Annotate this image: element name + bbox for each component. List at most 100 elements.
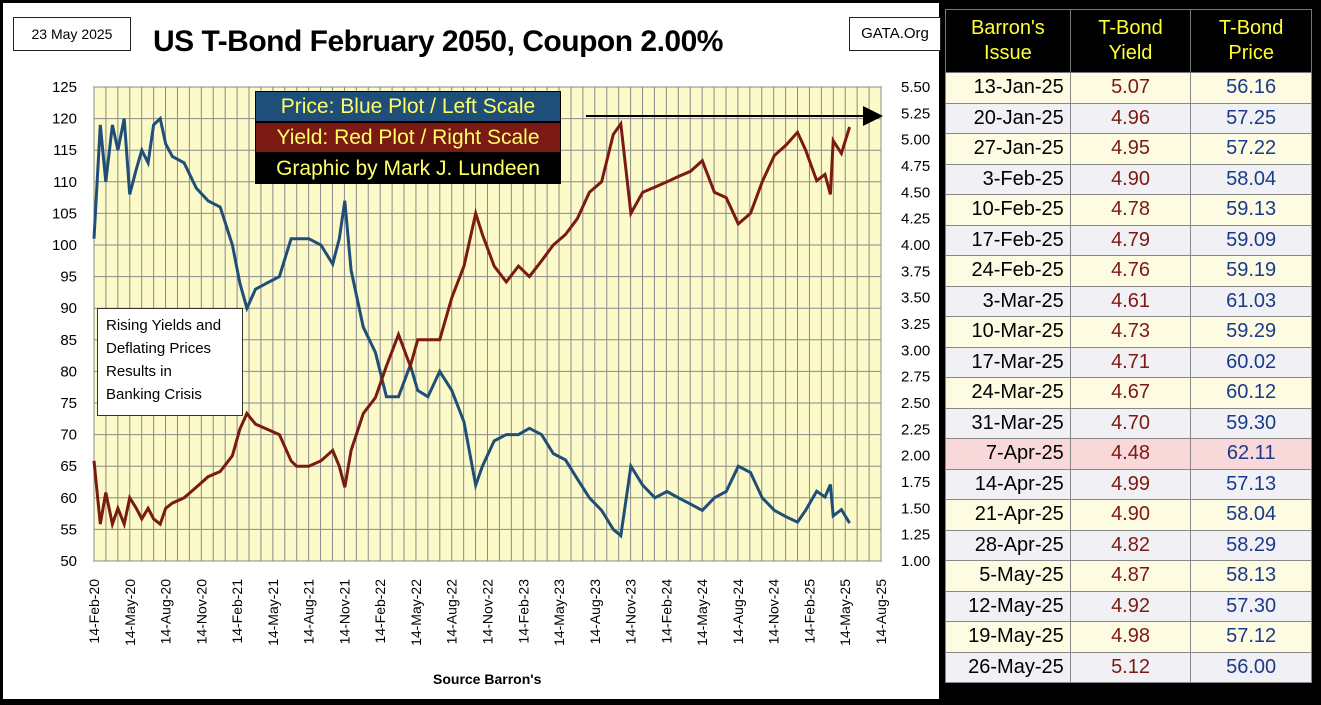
x-tick-label: 14-Nov-21 [336,579,352,645]
cell-price: 59.30 [1190,407,1312,439]
data-table: Barron's Issue T-Bond Yield T-Bond Price 13… [945,9,1312,683]
right-tick-label: 5.50 [901,79,930,96]
cell-yield: 4.90 [1069,499,1192,531]
right-tick-label: 2.75 [901,369,930,386]
cell-yield: 4.67 [1069,377,1192,409]
cell-issue-date: 3-Mar-25 [945,285,1071,317]
cell-price: 58.29 [1190,529,1312,561]
x-tick-label: 14-Nov-22 [480,579,496,645]
cell-price: 60.12 [1190,377,1312,409]
right-tick-label: 1.25 [901,527,930,544]
right-tick-label: 3.75 [901,263,930,280]
left-tick-label: 110 [53,174,77,191]
cell-yield: 4.76 [1069,255,1192,287]
cell-issue-date: 5-May-25 [945,560,1071,592]
right-tick-label: 5.00 [901,132,930,149]
right-tick-label: 1.75 [901,474,930,491]
left-tick-label: 85 [60,332,77,349]
cell-price: 59.13 [1190,194,1312,226]
cell-yield: 4.98 [1069,621,1192,653]
cell-yield: 4.96 [1069,102,1192,134]
table-row: 20-Jan-25 4.96 57.25 [945,102,1312,134]
table-row: 10-Feb-25 4.78 59.13 [945,194,1312,226]
legend-credit: Graphic by Mark J. Lundeen [255,153,561,184]
x-tick-label: 14-Nov-24 [766,579,782,645]
left-tick-label: 50 [60,553,77,570]
right-tick-label: 1.50 [901,500,930,517]
x-tick-label: 14-Feb-24 [658,579,674,644]
cell-yield: 4.78 [1069,194,1192,226]
annotation-line: Results in [106,363,172,380]
cell-yield: 5.12 [1069,651,1192,683]
x-tick-label: 14-Nov-20 [193,579,209,645]
x-tick-label: 14-Aug-21 [301,579,317,645]
left-tick-label: 115 [53,142,77,159]
cell-price: 58.13 [1190,560,1312,592]
cell-yield: 4.87 [1069,560,1192,592]
annotation-line: Deflating Prices [106,340,212,357]
table-row: 19-May-25 4.98 57.12 [945,621,1312,653]
header-yield: T-Bond Yield [1069,9,1192,73]
header-issue: Barron's Issue [945,9,1071,73]
left-tick-label: 55 [60,521,77,538]
left-tick-label: 80 [60,363,77,380]
cell-price: 60.02 [1190,346,1312,378]
cell-issue-date: 17-Mar-25 [945,346,1071,378]
cell-issue-date: 7-Apr-25 [945,438,1071,470]
table-row: 31-Mar-25 4.70 59.30 [945,407,1312,439]
table-row: 10-Mar-25 4.73 59.29 [945,316,1312,348]
left-tick-label: 60 [60,490,77,507]
cell-price: 57.30 [1190,590,1312,622]
x-axis-label: Source Barron's [433,671,542,687]
legend-yield: Yield: Red Plot / Right Scale [255,122,561,153]
left-tick-label: 95 [60,269,77,286]
x-tick-label: 14-Aug-20 [158,579,174,645]
cell-yield: 4.99 [1069,468,1192,500]
cell-issue-date: 10-Feb-25 [945,194,1071,226]
cell-yield: 4.90 [1069,163,1192,195]
x-tick-label: 14-Aug-23 [587,579,603,645]
x-tick-label: 14-May-23 [551,579,567,646]
yield-series-line [92,119,852,530]
cell-price: 58.04 [1190,163,1312,195]
left-tick-label: 105 [52,205,77,222]
right-tick-label: 4.00 [901,237,930,254]
cell-yield: 4.70 [1069,407,1192,439]
left-tick-label: 120 [52,111,77,128]
x-tick-label: 14-May-21 [265,579,281,646]
cell-issue-date: 24-Feb-25 [945,255,1071,287]
left-tick-label: 70 [60,427,77,444]
cell-issue-date: 10-Mar-25 [945,316,1071,348]
cell-price: 58.04 [1190,499,1312,531]
annotation-line: Rising Yields and [106,317,222,334]
x-tick-label: 14-Feb-21 [229,579,245,644]
table-row: 21-Apr-25 4.90 58.04 [945,499,1312,531]
right-tick-label: 3.50 [901,290,930,307]
cell-issue-date: 14-Apr-25 [945,468,1071,500]
cell-yield: 4.61 [1069,285,1192,317]
x-tick-label: 14-May-24 [694,579,710,646]
cell-price: 62.11 [1190,438,1312,470]
right-tick-label: 5.25 [901,105,930,122]
table-row: 27-Jan-25 4.95 57.22 [945,133,1312,165]
cell-price: 57.25 [1190,102,1312,134]
x-tick-label: 14-May-22 [408,579,424,646]
cell-issue-date: 31-Mar-25 [945,407,1071,439]
right-tick-label: 4.75 [901,158,930,175]
right-tick-label: 2.25 [901,421,930,438]
cell-yield: 5.07 [1069,72,1192,104]
x-tick-label: 14-Feb-20 [86,579,102,644]
right-tick-label: 3.00 [901,342,930,359]
cell-yield: 4.71 [1069,346,1192,378]
cell-price: 56.00 [1190,651,1312,683]
x-tick-label: 14-Aug-24 [730,579,746,645]
right-tick-label: 2.50 [901,395,930,412]
x-tick-label: 14-Feb-23 [515,579,531,644]
cell-yield: 4.92 [1069,590,1192,622]
cell-price: 59.09 [1190,224,1312,256]
cell-price: 56.16 [1190,72,1312,104]
annotation-line: Banking Crisis [106,386,202,403]
legend-price: Price: Blue Plot / Left Scale [255,91,561,122]
cell-issue-date: 13-Jan-25 [945,72,1071,104]
left-tick-label: 75 [60,395,77,412]
